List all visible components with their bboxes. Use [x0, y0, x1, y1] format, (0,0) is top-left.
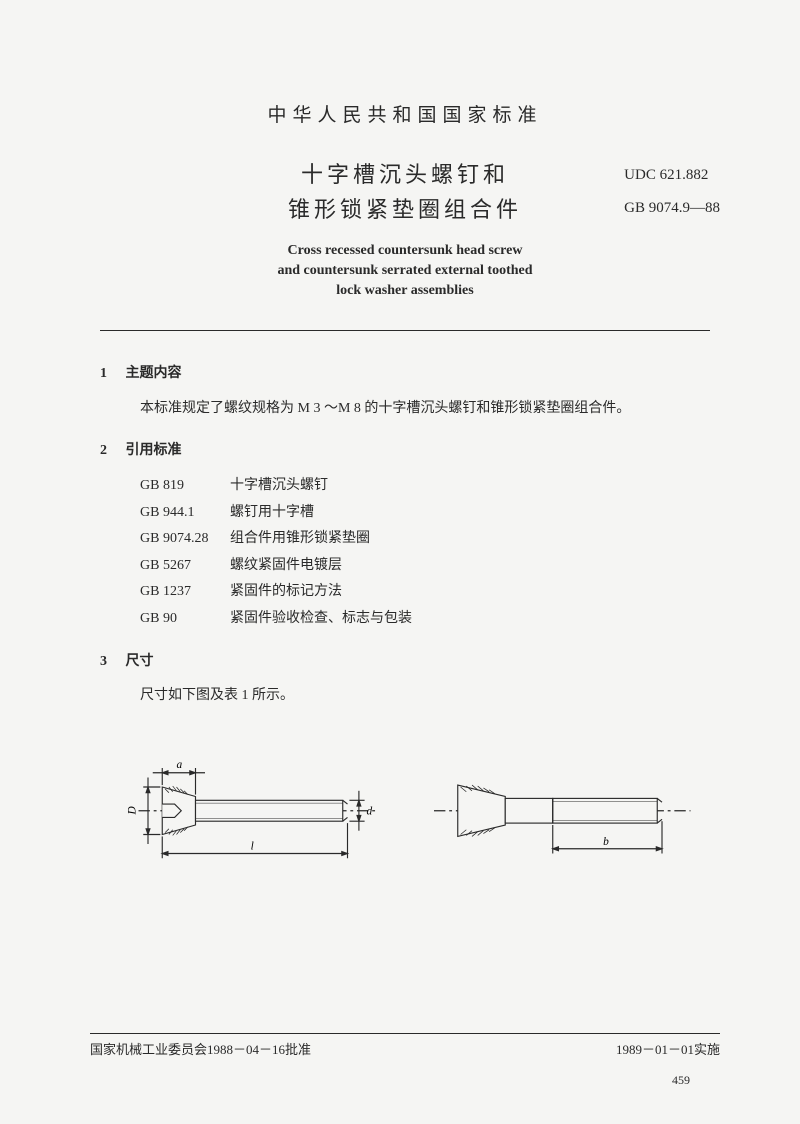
figure-right: b	[415, 730, 700, 883]
ref-name: 紧固件的标记方法	[230, 584, 342, 599]
title-english: Cross recessed countersunk head screw an…	[100, 241, 710, 300]
screw-drawing-left: a D d l	[110, 730, 395, 873]
ref-code: GB 9074.28	[140, 526, 230, 553]
ref-code: GB 944.1	[140, 500, 230, 527]
section-1-num: 1	[100, 361, 122, 388]
ref-item: GB 944.1螺钉用十字槽	[140, 500, 710, 527]
ref-item: GB 90紧固件验收检查、标志与包装	[140, 606, 710, 633]
ref-item: GB 819十字槽沉头螺钉	[140, 473, 710, 500]
section-3-heading: 3 尺寸	[100, 649, 710, 676]
footer: 国家机械工业委员会1988－04－16批准 1989－01－01实施	[90, 1039, 720, 1058]
national-standard-header: 中华人民共和国国家标准	[100, 100, 710, 127]
title-cn-line2: 锥形锁紧垫圈组合件	[100, 192, 710, 227]
section-1: 1 主题内容 本标准规定了螺纹规格为 M 3 ～M 8 的十字槽沉头螺钉和锥形锁…	[100, 361, 710, 422]
ref-item: GB 1237紧固件的标记方法	[140, 579, 710, 606]
ref-name: 螺纹紧固件电镀层	[230, 558, 342, 573]
section-3-num: 3	[100, 649, 122, 676]
content-area: 1 主题内容 本标准规定了螺纹规格为 M 3 ～M 8 的十字槽沉头螺钉和锥形锁…	[100, 331, 710, 883]
section-2-title: 引用标准	[126, 443, 182, 458]
title-chinese: 十字槽沉头螺钉和 锥形锁紧垫圈组合件	[100, 157, 710, 227]
section-1-title: 主题内容	[126, 366, 182, 381]
title-cn-line1: 十字槽沉头螺钉和	[100, 157, 710, 192]
section-1-heading: 1 主题内容	[100, 361, 710, 388]
section-2-num: 2	[100, 438, 122, 465]
ref-code: GB 5267	[140, 553, 230, 580]
dim-label-b: b	[603, 836, 609, 848]
standard-codes: UDC 621.882 GB 9074.9—88	[624, 159, 720, 225]
section-2-heading: 2 引用标准	[100, 438, 710, 465]
section-2: 2 引用标准 GB 819十字槽沉头螺钉 GB 944.1螺钉用十字槽 GB 9…	[100, 438, 710, 632]
section-3-body: 尺寸如下图及表 1 所示。	[140, 683, 710, 710]
ref-name: 组合件用锥形锁紧垫圈	[230, 531, 370, 546]
reference-list: GB 819十字槽沉头螺钉 GB 944.1螺钉用十字槽 GB 9074.28组…	[140, 473, 710, 633]
title-block: 十字槽沉头螺钉和 锥形锁紧垫圈组合件 UDC 621.882 GB 9074.9…	[100, 157, 710, 227]
ref-item: GB 9074.28组合件用锥形锁紧垫圈	[140, 526, 710, 553]
gb-code: GB 9074.9—88	[624, 192, 720, 225]
screw-drawing-right: b	[415, 730, 700, 873]
title-en-line3: lock washer assemblies	[100, 281, 710, 301]
ref-code: GB 819	[140, 473, 230, 500]
title-en-line2: and countersunk serrated external toothe…	[100, 261, 710, 281]
section-3-title: 尺寸	[126, 654, 154, 669]
udc-code: UDC 621.882	[624, 159, 720, 192]
document-page: 中华人民共和国国家标准 十字槽沉头螺钉和 锥形锁紧垫圈组合件 UDC 621.8…	[0, 0, 800, 1124]
figure-left: a D d l	[110, 730, 395, 883]
ref-item: GB 5267螺纹紧固件电镀层	[140, 553, 710, 580]
ref-name: 螺钉用十字槽	[230, 505, 314, 520]
dim-label-a: a	[177, 759, 183, 771]
page-number: 459	[672, 1073, 690, 1088]
footer-rule	[90, 1033, 720, 1034]
footer-effective: 1989－01－01实施	[616, 1039, 720, 1058]
title-en-line1: Cross recessed countersunk head screw	[100, 241, 710, 261]
section-1-body: 本标准规定了螺纹规格为 M 3 ～M 8 的十字槽沉头螺钉和锥形锁紧垫圈组合件。	[140, 396, 710, 423]
figures-row: a D d l	[100, 730, 710, 883]
ref-code: GB 90	[140, 606, 230, 633]
ref-name: 十字槽沉头螺钉	[230, 478, 328, 493]
footer-approval: 国家机械工业委员会1988－04－16批准	[90, 1039, 311, 1058]
section-3: 3 尺寸 尺寸如下图及表 1 所示。	[100, 649, 710, 710]
ref-code: GB 1237	[140, 579, 230, 606]
dim-label-l: l	[251, 840, 254, 852]
dim-label-d: d	[367, 805, 373, 817]
dim-label-D: D	[127, 805, 139, 815]
ref-name: 紧固件验收检查、标志与包装	[230, 611, 412, 626]
